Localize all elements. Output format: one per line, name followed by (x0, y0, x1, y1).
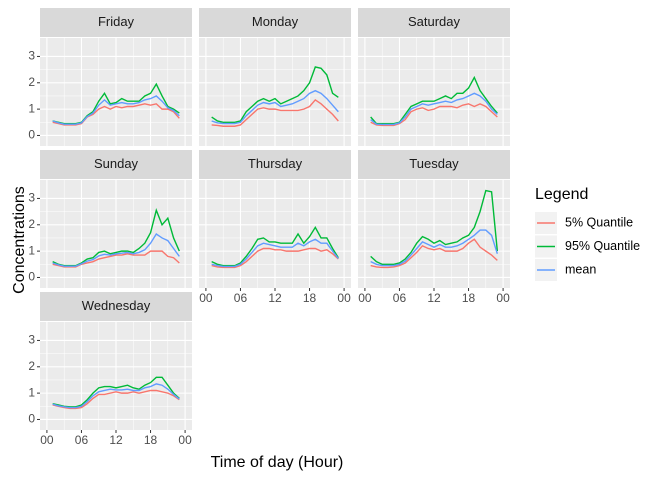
x-tick-label: 00 (178, 433, 192, 447)
series-line (211, 98, 339, 127)
strip-background (199, 150, 351, 179)
x-tick-label: 00 (337, 291, 351, 305)
x-tick-label: 00 (358, 291, 372, 305)
x-tick-label: 18 (144, 433, 158, 447)
legend-title: Legend (535, 186, 588, 203)
facet-title: Wednesday (82, 298, 151, 313)
y-tick-label: 2 (28, 75, 35, 89)
x-tick-label: 00 (199, 291, 213, 305)
facet-title: Sunday (94, 156, 139, 171)
facet-title: Friday (98, 14, 135, 29)
strip-background (40, 8, 192, 37)
series-line (370, 238, 498, 269)
facet-title: Monday (252, 14, 299, 29)
x-axis-title: Time of day (Hour) (211, 454, 344, 471)
series-line (211, 238, 339, 268)
facet-title: Saturday (408, 14, 461, 29)
x-tick-label: 00 (496, 291, 510, 305)
y-tick-label: 0 (28, 412, 35, 426)
x-tick-label: 18 (462, 291, 476, 305)
series-line (370, 92, 498, 126)
legend-label: mean (565, 262, 596, 276)
series-line (370, 103, 498, 127)
series-line (52, 389, 180, 410)
legend-label: 95% Quantile (565, 239, 640, 253)
x-tick-label: 06 (75, 433, 89, 447)
strip-background (199, 8, 351, 37)
x-tick-label: 12 (427, 291, 441, 305)
y-tick-label: 3 (28, 191, 35, 205)
series-line (52, 250, 180, 268)
facet-title: Thursday (248, 156, 303, 171)
strip-background (40, 292, 192, 321)
y-tick-label: 1 (28, 243, 35, 257)
x-tick-label: 06 (234, 291, 248, 305)
y-tick-label: 2 (28, 359, 35, 373)
x-tick-label: 18 (303, 291, 317, 305)
series-line (52, 383, 180, 409)
y-tick-label: 2 (28, 217, 35, 231)
series-line (370, 75, 498, 125)
x-tick-label: 06 (393, 291, 407, 305)
series-line (52, 233, 180, 267)
x-tick-label: 12 (109, 433, 123, 447)
facet-title: Tuesday (409, 156, 459, 171)
y-tick-label: 0 (28, 128, 35, 142)
series-line (211, 226, 339, 267)
strip-background (358, 150, 510, 179)
series-line (52, 95, 180, 125)
y-tick-label: 3 (28, 333, 35, 347)
series-line (211, 247, 339, 269)
y-axis-title: Concentrations (11, 186, 28, 294)
x-tick-label: 12 (268, 291, 282, 305)
strip-background (358, 8, 510, 37)
x-tick-label: 00 (40, 433, 54, 447)
y-tick-label: 3 (28, 49, 35, 63)
legend-label: 5% Quantile (565, 215, 633, 229)
series-line (52, 103, 180, 126)
series-line (52, 376, 180, 408)
series-line (370, 229, 498, 267)
series-line (211, 66, 339, 123)
series-line (211, 89, 339, 125)
y-tick-label: 1 (28, 385, 35, 399)
series-line (370, 189, 499, 265)
y-tick-label: 0 (28, 270, 35, 284)
y-tick-label: 1 (28, 101, 35, 115)
strip-background (40, 150, 192, 179)
